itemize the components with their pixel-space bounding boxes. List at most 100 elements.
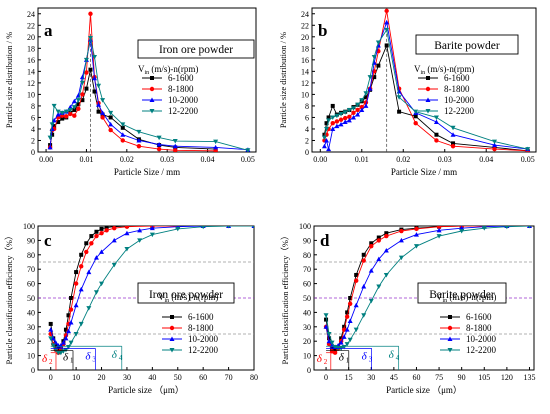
data-point — [64, 114, 69, 119]
data-point — [227, 226, 230, 229]
y-tick-label: 10 — [303, 352, 311, 361]
data-point — [353, 327, 359, 333]
y-tick-label: 80 — [303, 251, 311, 260]
data-point — [330, 115, 336, 120]
plot-frame — [311, 7, 537, 153]
data-point — [399, 228, 404, 234]
data-point — [252, 226, 254, 229]
x-tick-label: 0.01 — [79, 155, 93, 164]
y-tick-label: 0 — [305, 148, 309, 157]
y-tick-label: 0 — [31, 366, 35, 375]
y-tick-label: 24 — [27, 10, 35, 19]
panel-d: 0 15 30 45 60 75 90 105 120 135 0 10 20 30 40 50 60 70 80 9… — [280, 222, 535, 395]
data-point — [111, 237, 117, 243]
data-point — [492, 146, 497, 152]
data-point — [330, 121, 335, 126]
data-point — [338, 111, 344, 117]
data-point — [73, 281, 79, 286]
data-point — [361, 283, 367, 289]
data-point — [68, 340, 74, 346]
data-point — [84, 249, 89, 255]
series-12-2200 — [47, 35, 251, 152]
x-tick-label: 0.05 — [521, 155, 535, 164]
data-point — [124, 230, 130, 236]
data-point — [48, 336, 54, 341]
data-point — [359, 107, 365, 112]
y-tick-label: 30 — [27, 323, 35, 332]
data-point — [368, 298, 374, 304]
x-tick-label: 15 — [345, 373, 353, 382]
data-point — [108, 127, 113, 133]
data-point — [96, 83, 102, 89]
data-point — [69, 296, 74, 300]
inset-title-box — [137, 39, 255, 59]
data-point — [344, 342, 350, 347]
x-tick-label: 135 — [523, 373, 535, 382]
y-tick-label: 20 — [27, 337, 35, 346]
data-point — [436, 227, 442, 233]
data-point — [345, 310, 350, 315]
data-point — [326, 118, 332, 123]
y-tick-label: 90 — [303, 236, 311, 245]
data-point — [78, 286, 84, 292]
legend-marker — [448, 315, 452, 319]
data-point — [376, 235, 381, 240]
x-tick-label: 105 — [478, 373, 490, 382]
x-tick-label: 30 — [123, 373, 131, 382]
legend-marker — [169, 348, 175, 353]
legend-marker — [170, 315, 174, 319]
data-point — [355, 107, 360, 113]
y-tick-label: 20 — [27, 33, 35, 42]
data-point — [346, 107, 352, 113]
y-tick-label: 6 — [31, 113, 35, 122]
y-tick-label: 2 — [31, 136, 35, 145]
inset-title-box — [415, 34, 519, 55]
panel-label: c — [44, 231, 52, 250]
data-point — [413, 232, 419, 237]
y-tick-label: 40 — [27, 308, 35, 317]
legend-label: 12-2200 — [168, 106, 198, 116]
inset-title: Iron ore powder — [159, 44, 233, 56]
data-point — [323, 324, 329, 329]
legend-label: 10-2000 — [444, 95, 474, 105]
data-point — [213, 139, 219, 145]
delta-label: δ — [63, 352, 69, 364]
data-point — [87, 35, 93, 41]
data-point — [344, 314, 350, 319]
data-point — [346, 117, 352, 123]
data-point — [355, 112, 361, 117]
data-point — [50, 335, 56, 341]
data-point — [347, 301, 353, 306]
data-point — [327, 336, 332, 341]
data-point — [112, 226, 117, 231]
y-tick-label: 18 — [27, 44, 35, 53]
data-point — [324, 137, 330, 143]
data-point — [104, 226, 109, 230]
data-point — [73, 332, 79, 337]
data-point — [384, 43, 389, 48]
data-point — [60, 116, 65, 121]
y-tick-label: 10 — [27, 90, 35, 99]
data-point — [347, 318, 353, 324]
data-point — [79, 80, 85, 86]
x-tick-label: 120 — [501, 373, 513, 382]
y-tick-label: 40 — [303, 308, 311, 317]
legend-marker — [150, 76, 154, 80]
y-tick-label: 60 — [27, 280, 35, 289]
data-point — [156, 142, 162, 147]
y-axis-label: Particle size distribution / % — [4, 32, 14, 128]
x-axis-label: Particle Size / mm — [114, 167, 180, 177]
delta-subscript: 4 — [119, 354, 123, 362]
data-point — [348, 296, 353, 300]
delta-label: δ — [339, 352, 345, 364]
data-point — [108, 115, 113, 120]
y-tick-label: 6 — [305, 113, 309, 122]
data-point — [324, 126, 330, 132]
y-tick-label: 2 — [305, 136, 309, 145]
x-tick-label: 30 — [367, 373, 375, 382]
inset-title-box — [137, 282, 235, 304]
data-point — [450, 144, 456, 149]
data-point — [53, 340, 59, 345]
x-tick-label: 70 — [225, 373, 233, 382]
legend-title: Vin (m/s)-n(rpm) — [158, 292, 218, 304]
